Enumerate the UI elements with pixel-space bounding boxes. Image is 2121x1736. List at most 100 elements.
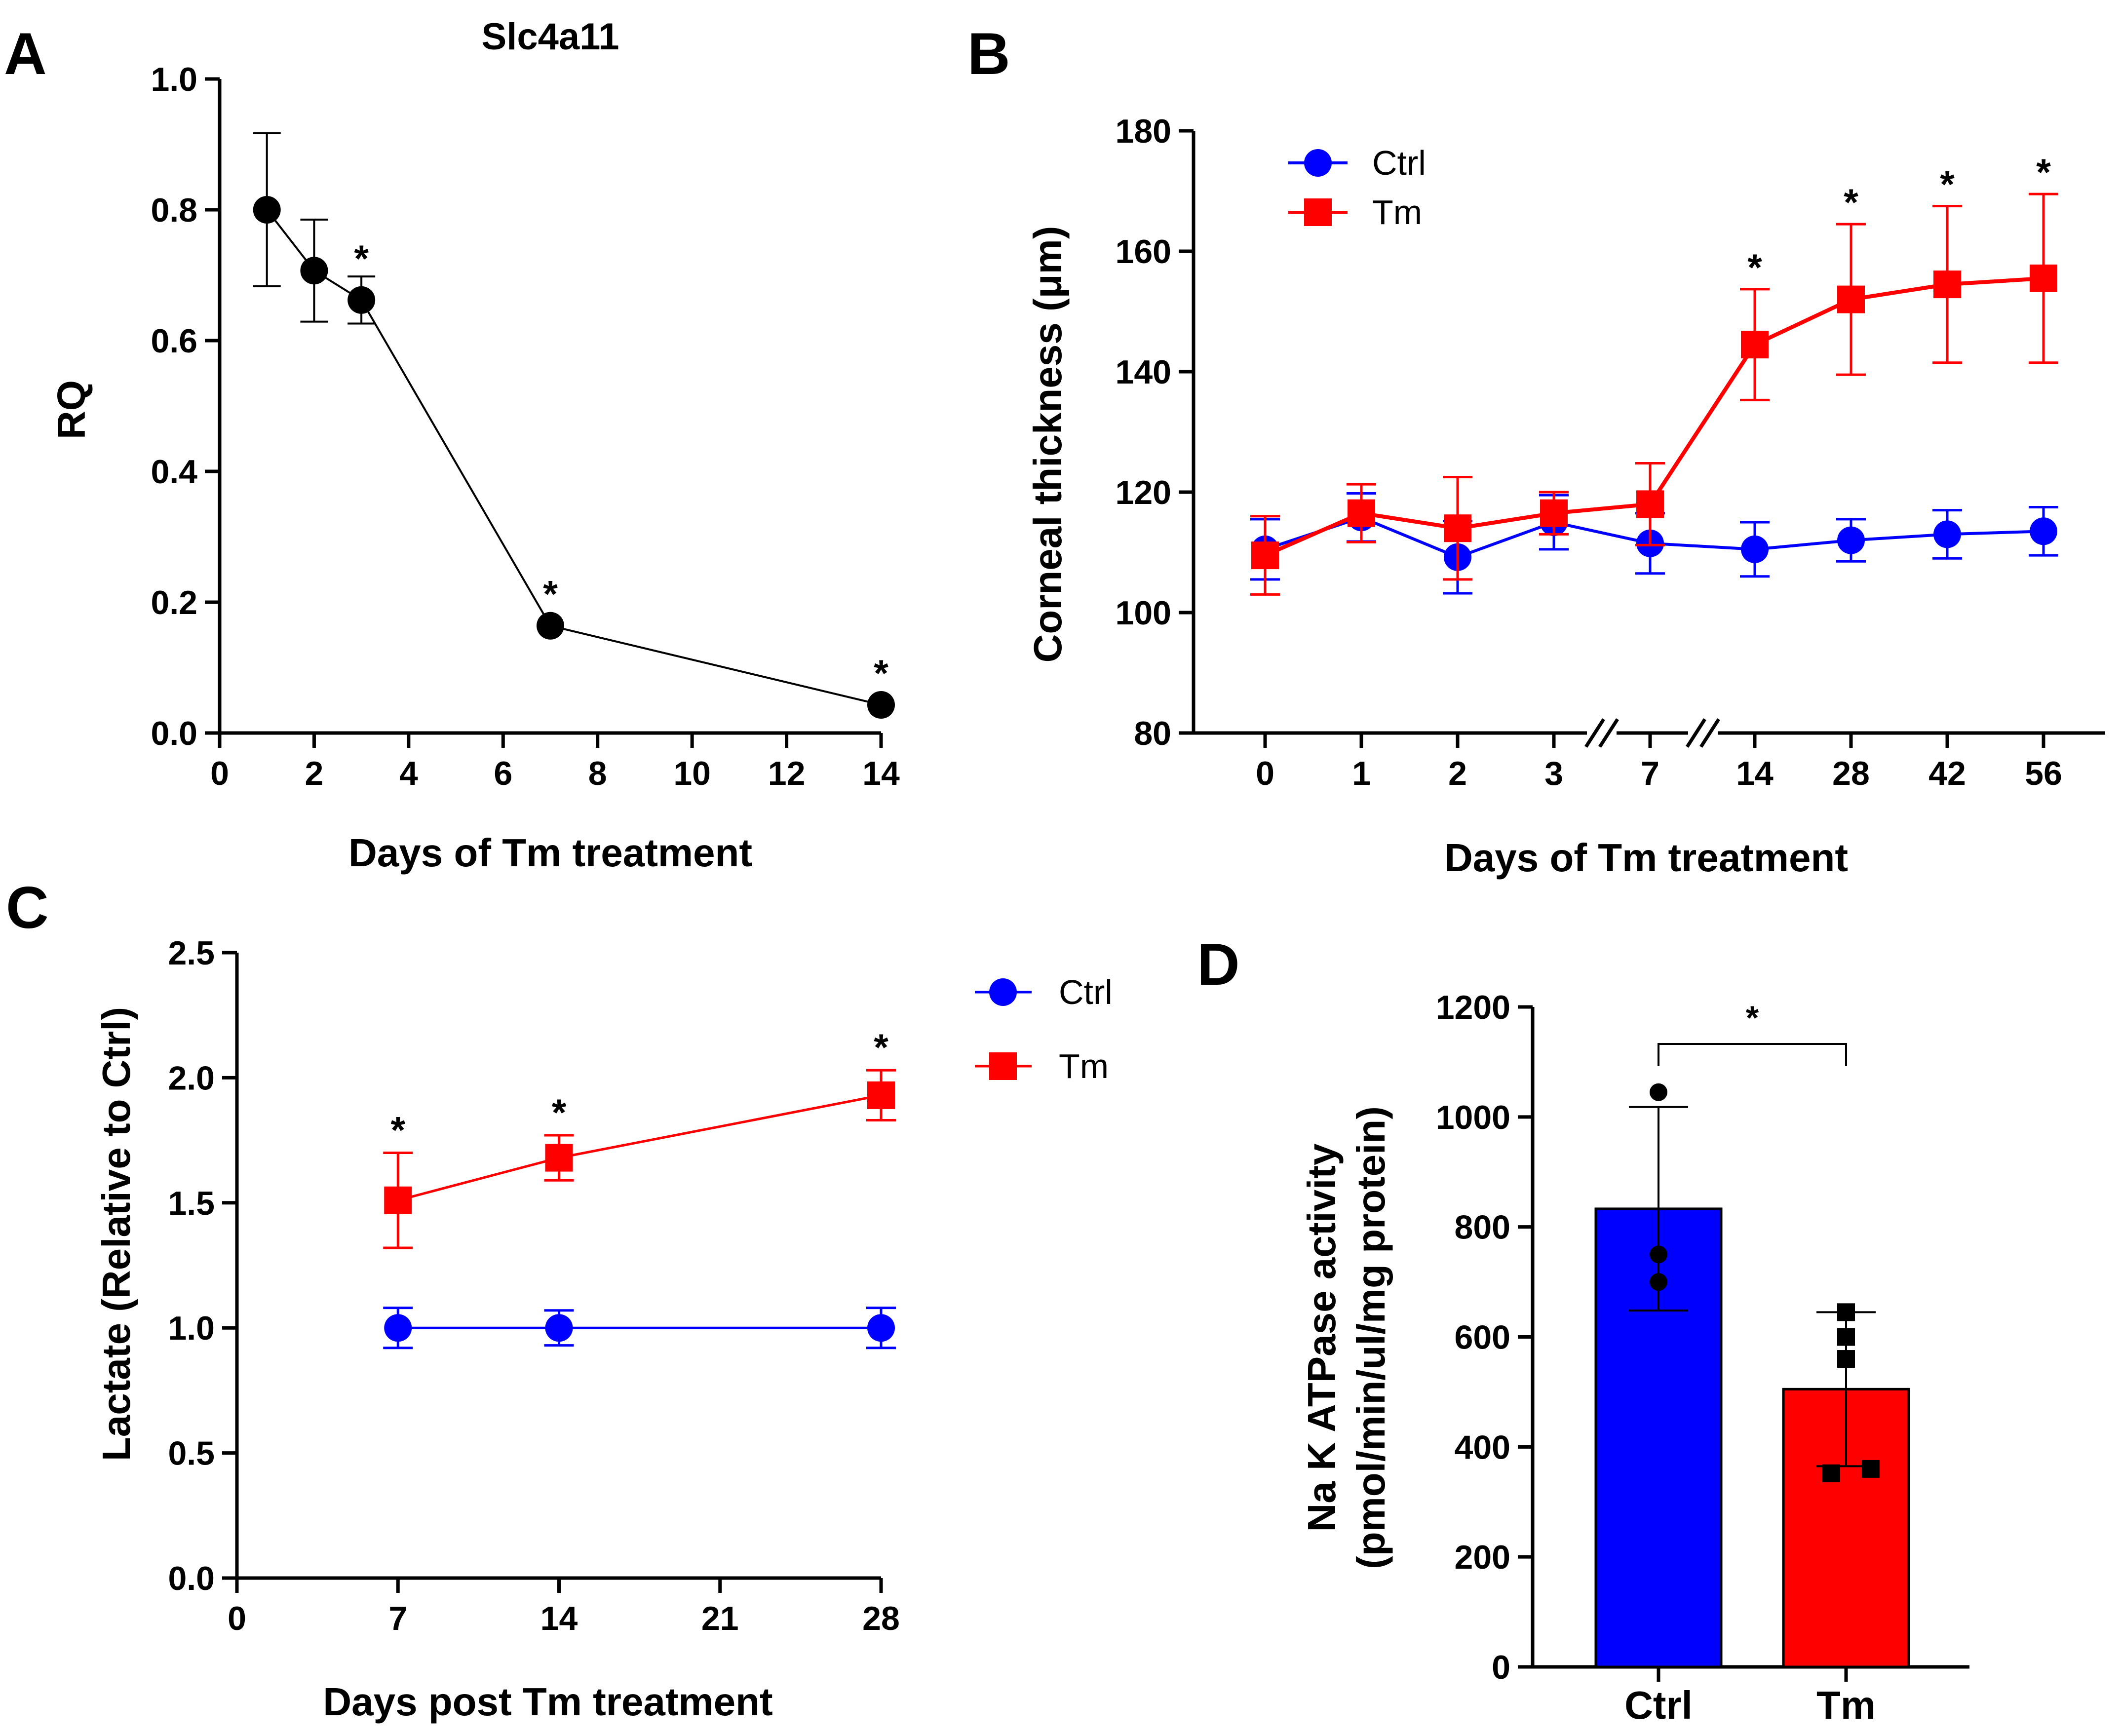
panel-d-x-tick-label-tm: Tm <box>1816 1683 1876 1727</box>
panel-b-tm-significance-star: * <box>1747 247 1762 289</box>
panel-a-letter: A <box>4 21 47 87</box>
panel-d-y-tick-label: 200 <box>1455 1539 1510 1576</box>
panel-a-x-tick-label: 14 <box>862 755 900 792</box>
panel-c-tm-marker <box>545 1144 573 1172</box>
panel-b-axis-break-mark <box>1699 718 1720 748</box>
panel-a-plot: 0.0 0.2 0.4 0.6 0.8 1.0 0 2 4 6 8 10 12 14 * * * <box>151 61 900 792</box>
panel-c-ctrl-marker <box>384 1314 412 1342</box>
panel-b-ctrl-marker <box>1741 535 1769 563</box>
panel-b-ctrl-marker <box>1933 520 1961 548</box>
panel-a-x-tick-label: 8 <box>588 755 607 792</box>
legend-b-marker-tm <box>1304 198 1332 226</box>
panel-a-y-axis-title: RQ <box>49 380 93 439</box>
panel-b-y-tick-label: 140 <box>1116 353 1171 391</box>
panel-c-plot: 0.0 0.5 1.0 1.5 2.0 2.5 0 7 14 21 28 * * * <box>168 934 899 1637</box>
panel-d-comparison-bracket <box>1658 1043 1847 1066</box>
panel-c-tm-marker <box>867 1081 895 1109</box>
panel-a-title: Slc4a11 <box>482 16 619 58</box>
panel-c-tm-line <box>397 1094 882 1202</box>
panel-a-y-tick-label: 0.6 <box>151 322 197 360</box>
panel-c-x-tick-label: 28 <box>862 1600 900 1637</box>
panel-b-y-tick-label: 180 <box>1116 113 1171 150</box>
panel-a-significance-star: * <box>354 238 369 280</box>
panel-d-y-tick-label: 1000 <box>1436 1099 1510 1136</box>
panel-b-x-tick-label: 3 <box>1544 755 1563 792</box>
panel-a-significance-star: * <box>874 653 888 694</box>
legend-c-label-tm: Tm <box>1059 1047 1109 1085</box>
panel-c-y-tick-label: 0.0 <box>168 1560 215 1597</box>
panel-a-series-line <box>266 209 882 706</box>
panel-b-tm-marker <box>1540 499 1568 527</box>
panel-d-point-ctrl <box>1650 1083 1667 1101</box>
panel-b-tm-significance-star: * <box>2036 152 2051 193</box>
panel-b-x-tick-label: 0 <box>1256 755 1274 792</box>
panel-d-significance-star: * <box>1746 999 1759 1037</box>
panel-a-x-tick-label: 12 <box>768 755 806 792</box>
panel-b-tm-significance-star: * <box>1844 182 1858 224</box>
panel-d-y-axis-title-line1: Na K ATPase activity <box>1300 1143 1344 1532</box>
panel-b-x-tick-label: 28 <box>1832 755 1870 792</box>
panel-a-y-tick-label: 0.2 <box>151 584 197 621</box>
panel-b-tm-marker <box>1444 514 1471 542</box>
panel-c-y-tick-label: 0.5 <box>168 1435 215 1472</box>
legend-c-label-ctrl: Ctrl <box>1059 973 1113 1011</box>
panel-b-tm-marker <box>1251 541 1279 570</box>
panel-a-x-tick-label: 4 <box>399 755 418 792</box>
panel-c-tm-marker <box>384 1186 412 1214</box>
panel-a-data-point <box>300 257 328 285</box>
panel-b-x-tick-label: 14 <box>1736 755 1774 792</box>
panel-b-x-tick-label: 1 <box>1352 755 1371 792</box>
panel-d-y-tick-label: 600 <box>1455 1319 1510 1356</box>
panel-d-point-ctrl <box>1650 1273 1667 1291</box>
panel-b-legend: Ctrl Tm <box>1288 144 1426 231</box>
panel-d-y-tick-label: 0 <box>1492 1649 1510 1686</box>
panel-a-x-axis-title: Days of Tm treatment <box>348 831 752 875</box>
panel-b-ctrl-marker <box>2030 517 2057 545</box>
panel-b-tm-marker <box>1837 285 1865 313</box>
legend-b-label-ctrl: Ctrl <box>1372 144 1426 182</box>
panel-b-axis-break-mark <box>1686 718 1706 748</box>
panel-d-y-tick-label: 800 <box>1455 1209 1510 1246</box>
panel-b-plot: 80 100 120 140 160 180 0 1 2 3 7 14 28 42 56 * * * * <box>1116 113 2105 792</box>
panel-d-point-ctrl <box>1650 1245 1667 1264</box>
panel-b-tm-marker <box>2030 264 2057 292</box>
panel-d-x-tick-label-ctrl: Ctrl <box>1624 1683 1693 1727</box>
panel-a-y-tick-label: 1.0 <box>151 61 197 98</box>
panel-c-y-tick-label: 2.5 <box>168 934 215 972</box>
panel-c-x-tick-label: 21 <box>701 1600 739 1637</box>
panel-d-point-tm <box>1837 1303 1855 1321</box>
panel-d-y-tick-label: 400 <box>1455 1428 1510 1466</box>
panel-c-y-axis-title: Lactate (Relative to Ctrl) <box>94 1007 138 1461</box>
panel-d-point-tm <box>1862 1460 1880 1478</box>
panel-d-y-tick-label: 1200 <box>1436 989 1510 1026</box>
panel-c-tm-significance-star: * <box>874 1027 888 1069</box>
panel-b-tm-marker <box>1933 270 1961 299</box>
panel-c: C 0.0 0.5 1.0 1.5 2.0 2.5 0 7 14 21 28 * * * Days pos… <box>6 875 1113 1724</box>
panel-a-y-tick-label: 0.0 <box>151 715 197 752</box>
panel-a-data-point <box>253 196 281 224</box>
legend-b-marker-ctrl <box>1304 149 1332 177</box>
panel-b-x-axis-title: Days of Tm treatment <box>1444 836 1848 880</box>
panel-c-y-tick-label: 2.0 <box>168 1059 215 1097</box>
panel-b-ctrl-marker <box>1837 526 1865 554</box>
panel-d-point-tm <box>1822 1464 1840 1482</box>
panel-b-x-tick-label: 56 <box>2025 755 2062 792</box>
legend-c-marker-ctrl <box>989 978 1017 1006</box>
panel-b-tm-significance-star: * <box>1940 164 1955 206</box>
panel-d: D 0 200 400 600 800 1000 1200 Ctrl Tm * Na K ATPa… <box>1197 931 1969 1727</box>
panel-d-point-tm <box>1837 1328 1855 1346</box>
panel-a-x-tick-label: 10 <box>673 755 711 792</box>
panel-c-ctrl-marker <box>867 1314 895 1342</box>
panel-a-data-point <box>537 612 564 640</box>
panel-b-y-tick-label: 120 <box>1116 474 1171 511</box>
panel-a-data-point <box>867 691 895 719</box>
panel-c-tm-significance-star: * <box>552 1092 567 1134</box>
panel-b-axis-break-mark <box>1598 718 1619 748</box>
panel-b-tm-marker <box>1741 331 1769 359</box>
panel-a-x-tick-label: 0 <box>210 755 229 792</box>
legend-c-marker-tm <box>989 1052 1017 1080</box>
panel-a: A Slc4a11 0.0 0.2 0.4 0.6 0.8 1.0 0 2 4 6 8 10 12 14 *… <box>4 16 900 875</box>
panel-a-data-point <box>347 286 376 314</box>
panel-b-y-tick-label: 160 <box>1116 233 1171 270</box>
